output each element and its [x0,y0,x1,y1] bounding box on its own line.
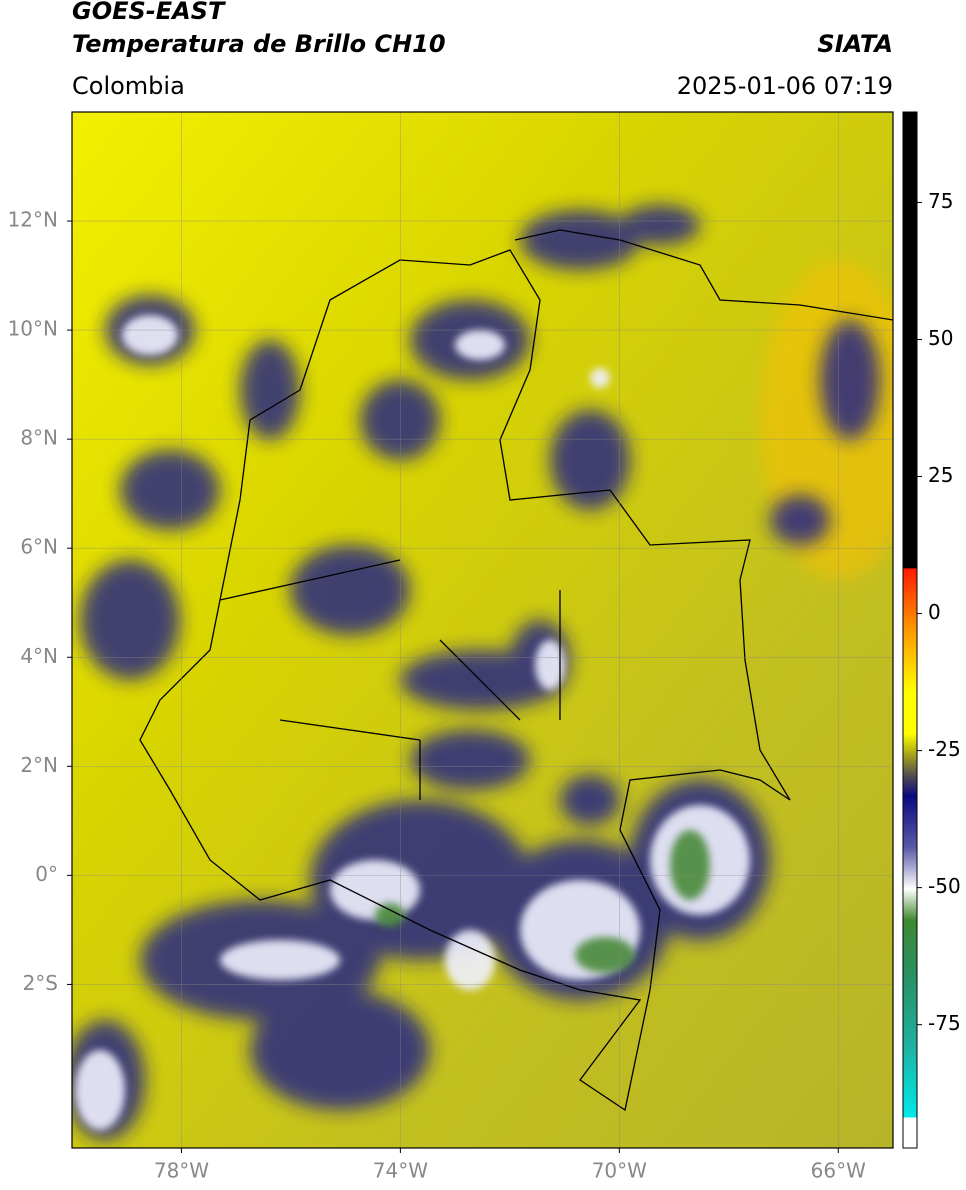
colorbar-tick-label: -75 [928,1011,961,1035]
colorbar-tick-label: -25 [928,737,961,761]
colorbar-tick-label: 50 [928,326,953,350]
colorbar-tick-label: -50 [928,874,961,898]
x-tick-label: 66°W [811,1159,866,1183]
colorbar-tick-label: 25 [928,463,953,487]
colorbar [902,111,918,1149]
colorbar-tick-label: 75 [928,189,953,213]
y-tick-label: 0° [35,862,58,886]
x-tick-label: 78°W [154,1159,209,1183]
subtitle: Temperatura de Brillo CH10 [72,30,446,58]
title: GOES-EAST [72,0,226,25]
y-tick-label: 6°N [20,535,58,559]
x-tick-label: 74°W [373,1159,428,1183]
y-tick-label: 2°S [23,971,58,995]
y-tick-label: 4°N [20,644,58,668]
datetime: 2025-01-06 07:19 [677,72,893,100]
plot-frame [71,111,894,1149]
y-tick-label: 2°N [20,753,58,777]
colorbar-tick-label: 0 [928,600,941,624]
satellite-image [72,112,893,1148]
y-tick-label: 10°N [8,317,58,341]
region: Colombia [72,72,185,100]
y-tick-label: 8°N [20,426,58,450]
x-tick-label: 70°W [592,1159,647,1183]
graticule [72,112,893,1148]
y-tick-label: 12°N [8,208,58,232]
source: SIATA [817,30,893,58]
